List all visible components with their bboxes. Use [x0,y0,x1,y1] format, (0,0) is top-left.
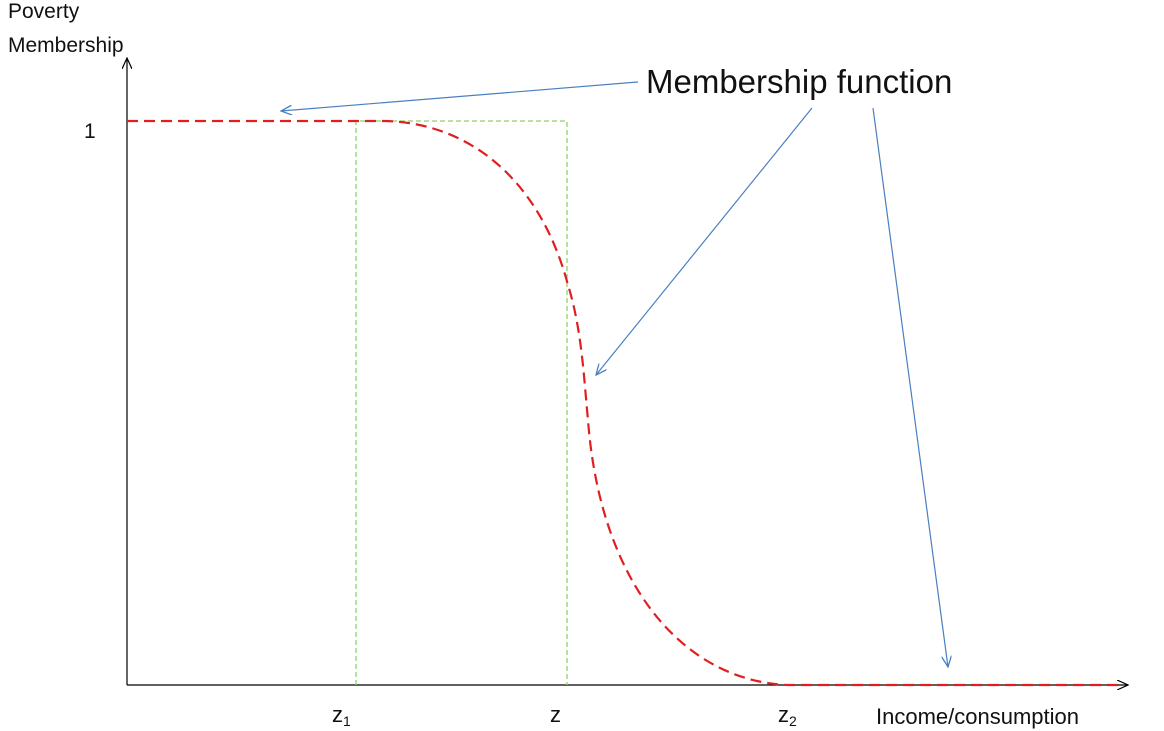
x-tick-z1: z1 [332,702,351,729]
annotation-arrow-slope [596,107,813,375]
x-tick-z-base: z [550,702,561,727]
x-axis-label: Income/consumption [876,704,1079,729]
crisp-threshold-box [355,120,568,685]
x-tick-z2-base: z [778,702,789,727]
x-tick-z1-sub: 1 [343,713,351,729]
y-axis-label-line2: Membership [8,34,124,57]
y-axis-label-line1: Poverty [8,0,80,23]
annotation-arrow-plateau [281,81,639,111]
annotation-arrow-tail [872,107,948,667]
x-tick-z2-sub: 2 [789,713,797,729]
membership-curve [127,119,1118,687]
x-tick-z: z [550,702,561,728]
y-tick-one: 1 [84,120,96,143]
x-tick-z1-base: z [332,702,343,727]
x-tick-z2: z2 [778,702,797,729]
annotation-label: Membership function [646,63,953,100]
